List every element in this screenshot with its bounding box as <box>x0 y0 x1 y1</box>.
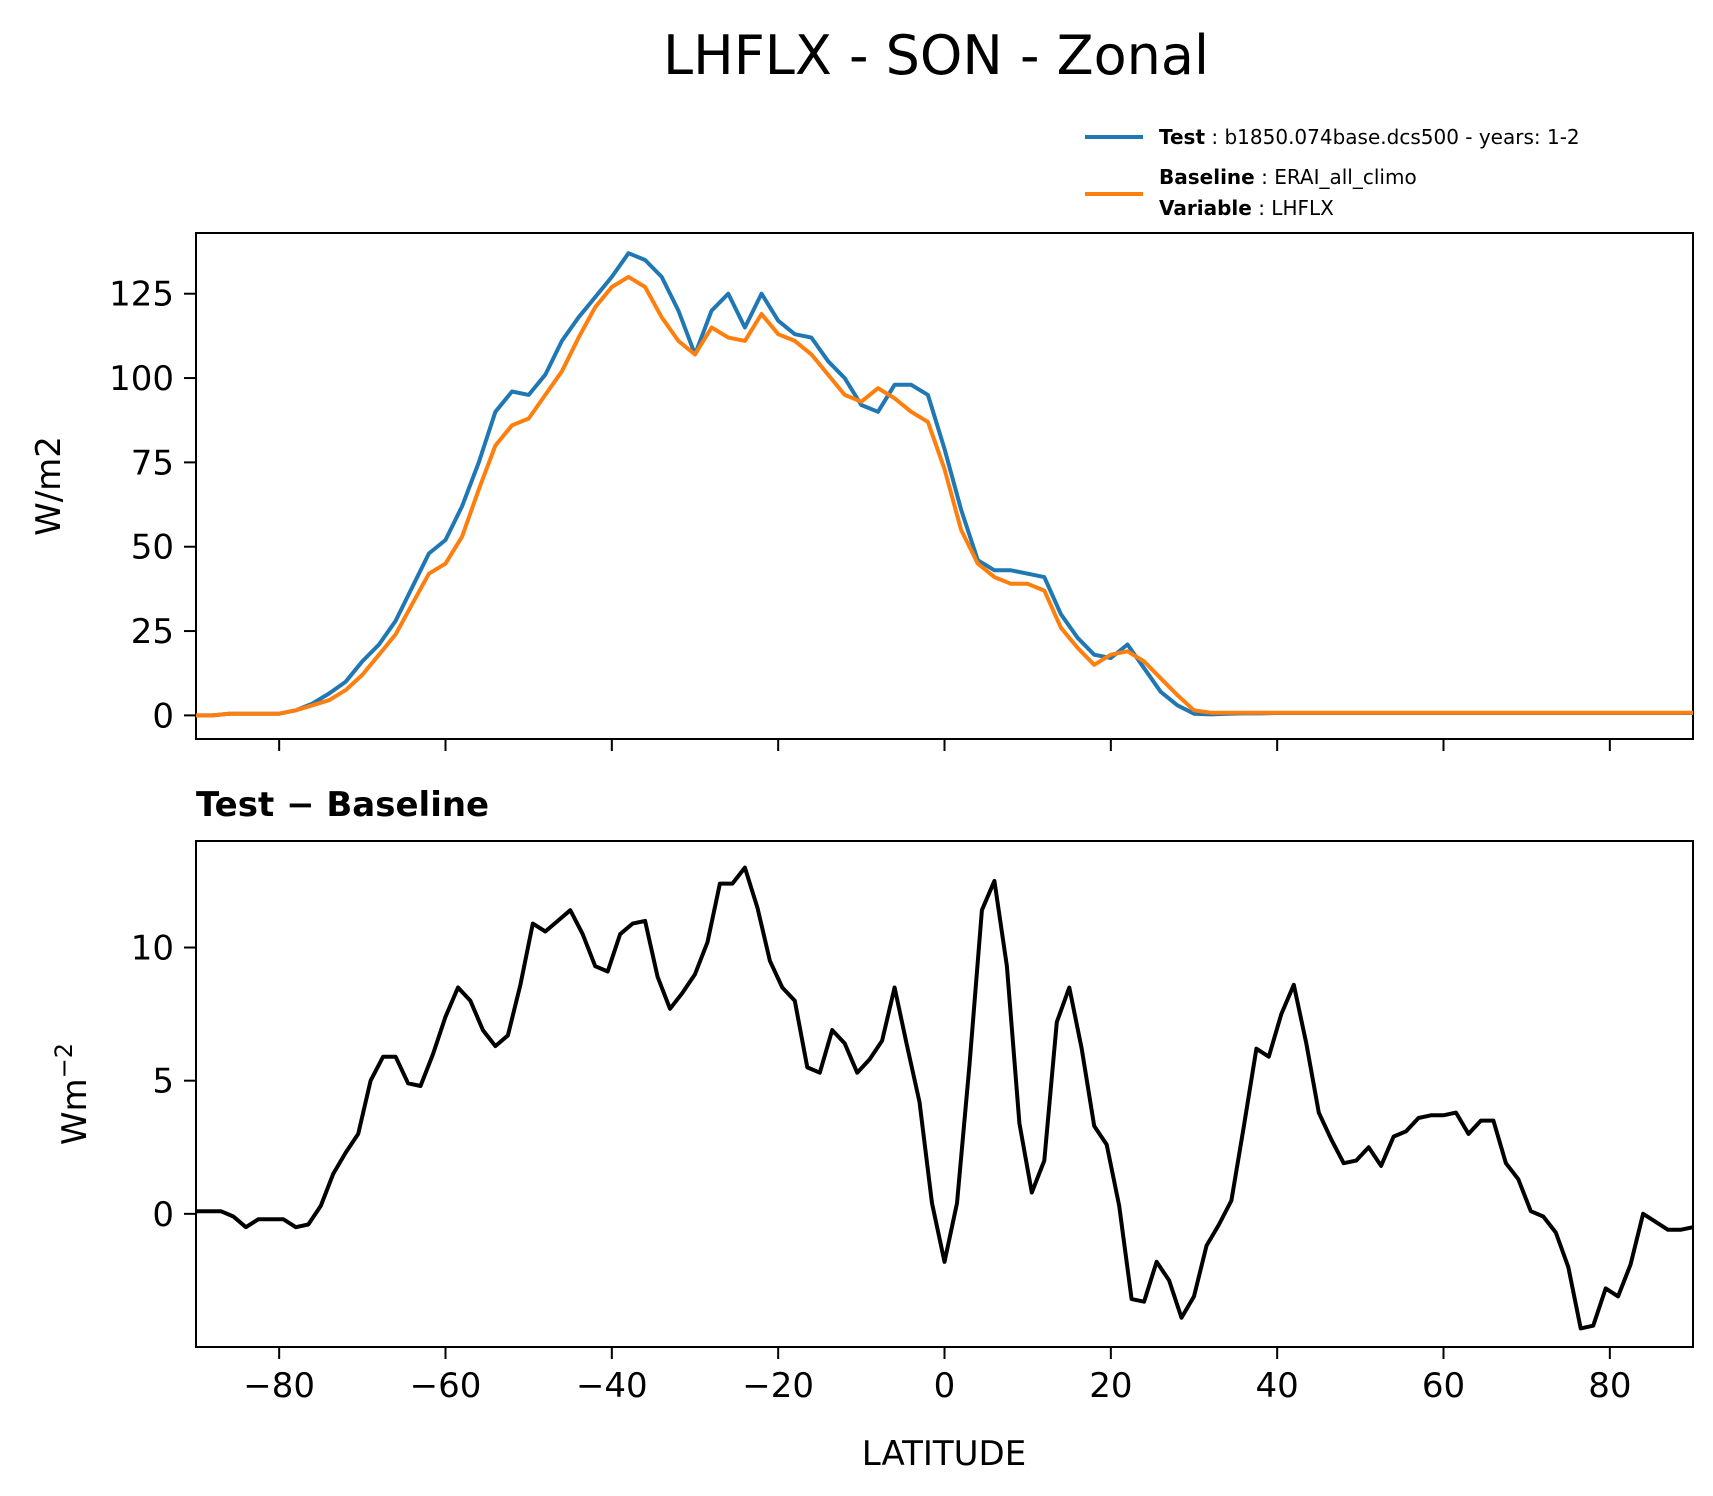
bottom-xtick-label: −20 <box>742 1366 814 1406</box>
svg-text:Variable : LHFLX: Variable : LHFLX <box>1159 196 1334 220</box>
bottom-series-difference-line <box>196 865 1693 1331</box>
legend-value-baseline: ERAI_all_climo <box>1274 165 1417 189</box>
bottom-axes-frame <box>195 840 1694 1348</box>
top-x-ticks <box>278 739 1611 751</box>
top-ylabel: W/m2 <box>29 436 69 536</box>
top-ytick-label: 50 <box>131 528 174 568</box>
bottom-xlabel: LATITUDE <box>862 1434 1026 1474</box>
top-ytick-label: 125 <box>109 275 174 315</box>
svg-text:Test : b1850.074base.dcs500 -: Test : b1850.074base.dcs500 - years: 1-2 <box>1159 125 1580 149</box>
bottom-y-ticks: 0 5 10 <box>131 929 196 1235</box>
top-panel: 0 25 50 75 100 125 W/m2 <box>29 232 1694 751</box>
bottom-xtick-label: 20 <box>1089 1366 1132 1406</box>
bottom-xtick-label: −40 <box>576 1366 648 1406</box>
bottom-ytick-label: 5 <box>152 1062 174 1102</box>
top-axes-frame <box>195 232 1694 740</box>
legend-value-test: b1850.074base.dcs500 - years: 1-2 <box>1224 125 1579 149</box>
top-series-baseline-line <box>196 274 1693 718</box>
top-series-test-line <box>196 251 1693 718</box>
bottom-xtick-label: −60 <box>410 1366 482 1406</box>
legend-key-variable: Variable <box>1159 196 1252 220</box>
bottom-x-ticks: −80 −60 −40 −20 0 20 40 60 80 <box>243 1347 1631 1406</box>
top-ytick-label: 0 <box>152 696 174 736</box>
bottom-xtick-label: 0 <box>934 1366 956 1406</box>
bottom-xtick-label: 40 <box>1256 1366 1299 1406</box>
bottom-subtitle: Test − Baseline <box>196 785 489 825</box>
bottom-xtick-label: 80 <box>1588 1366 1631 1406</box>
svg-text:Baseline : ERAI_all_climo: Baseline : ERAI_all_climo <box>1159 165 1417 189</box>
bottom-panel: Test − Baseline −80 −60 −40 −20 0 20 40 60 80 0 5… <box>50 785 1694 1474</box>
top-ytick-label: 25 <box>131 612 174 652</box>
bottom-xtick-label: 60 <box>1422 1366 1465 1406</box>
bottom-ylabel-sup: −2 <box>50 1043 78 1078</box>
top-series <box>196 251 1693 718</box>
bottom-ylabel: Wm−2 <box>50 1043 95 1145</box>
top-ytick-label: 75 <box>131 443 174 483</box>
bottom-ytick-label: 0 <box>152 1195 174 1235</box>
bottom-series <box>196 865 1693 1331</box>
legend-key-baseline: Baseline <box>1159 165 1255 189</box>
legend: Test : b1850.074base.dcs500 - years: 1-2… <box>1085 125 1580 220</box>
bottom-xtick-label: −80 <box>243 1366 315 1406</box>
top-ytick-label: 100 <box>109 359 174 399</box>
bottom-ylabel-base: Wm <box>55 1078 95 1145</box>
legend-value-variable: LHFLX <box>1271 196 1334 220</box>
top-y-ticks: 0 25 50 75 100 125 <box>109 275 196 736</box>
bottom-ytick-label: 10 <box>131 929 174 969</box>
figure-title: LHFLX - SON - Zonal <box>663 24 1209 87</box>
legend-key-test: Test <box>1159 125 1205 149</box>
